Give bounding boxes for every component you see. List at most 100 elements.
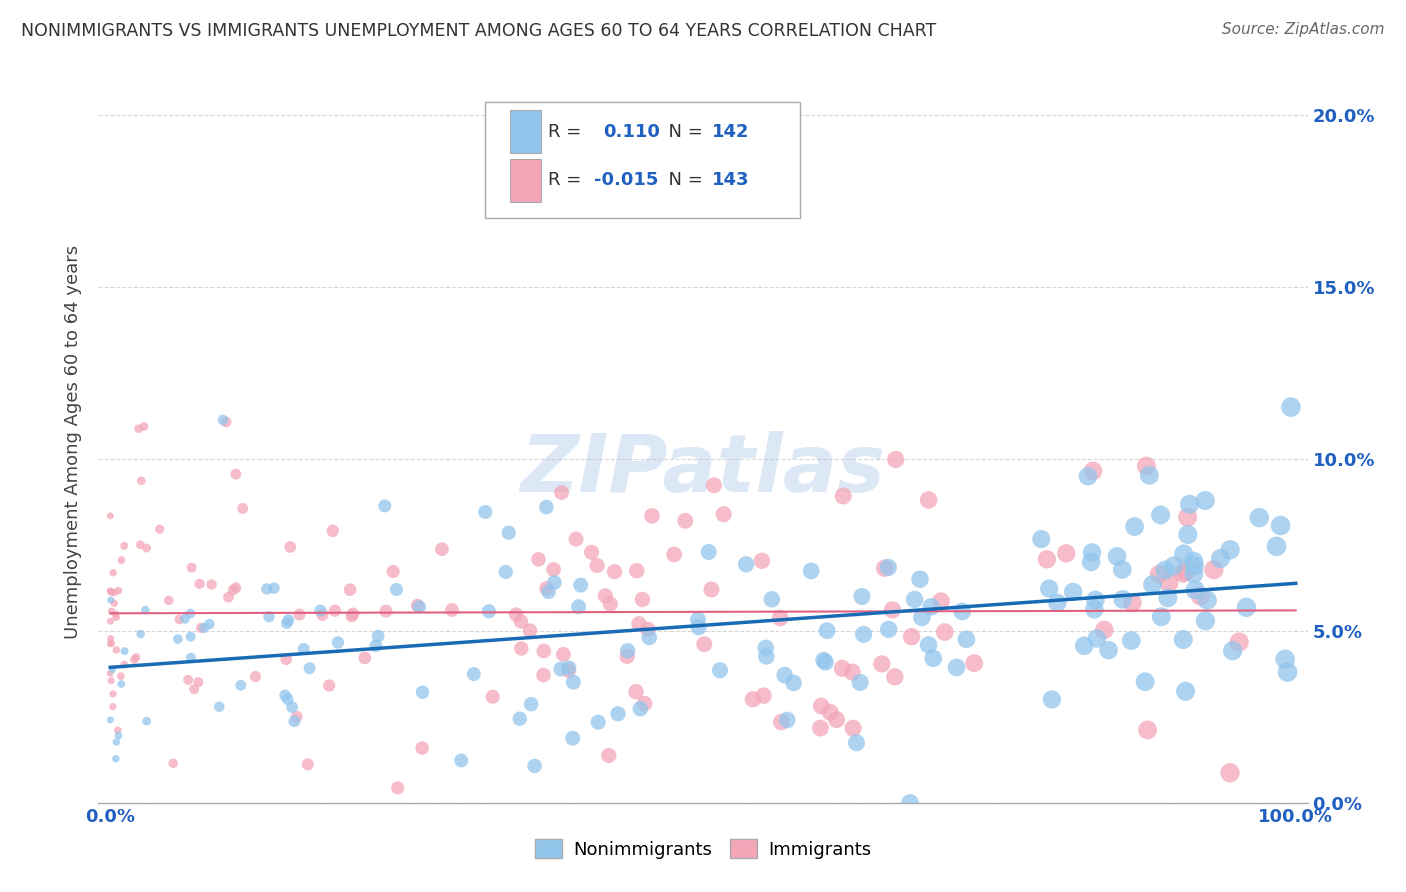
Nonimmigrants xyxy=(877,623,900,637)
Nonimmigrants xyxy=(550,662,572,676)
Nonimmigrants xyxy=(1173,632,1195,647)
Immigrants xyxy=(100,636,122,650)
Nonimmigrants xyxy=(877,560,900,574)
Immigrants xyxy=(929,594,952,608)
Nonimmigrants xyxy=(292,641,315,656)
Nonimmigrants xyxy=(495,565,517,579)
Nonimmigrants xyxy=(1174,684,1197,698)
Immigrants xyxy=(222,582,245,597)
Nonimmigrants xyxy=(849,675,872,690)
Immigrants xyxy=(149,522,172,536)
Nonimmigrants xyxy=(1277,665,1299,679)
Immigrants xyxy=(128,422,150,436)
Nonimmigrants xyxy=(110,677,132,691)
Immigrants xyxy=(527,552,550,566)
Nonimmigrants xyxy=(607,706,630,721)
Immigrants xyxy=(586,558,609,573)
Nonimmigrants xyxy=(1133,674,1156,689)
FancyBboxPatch shape xyxy=(509,111,541,153)
Immigrants xyxy=(100,584,122,599)
Nonimmigrants xyxy=(129,627,152,641)
Nonimmigrants xyxy=(561,731,583,746)
Immigrants xyxy=(162,756,184,771)
Nonimmigrants xyxy=(463,667,485,681)
Text: NONIMMIGRANTS VS IMMIGRANTS UNEMPLOYMENT AMONG AGES 60 TO 64 YEARS CORRELATION C: NONIMMIGRANTS VS IMMIGRANTS UNEMPLOYMENT… xyxy=(21,22,936,40)
Immigrants xyxy=(285,709,308,723)
Nonimmigrants xyxy=(1163,558,1185,573)
Nonimmigrants xyxy=(920,599,942,614)
Nonimmigrants xyxy=(851,590,873,604)
Immigrants xyxy=(225,581,247,595)
Nonimmigrants xyxy=(586,715,609,730)
Immigrants xyxy=(637,623,659,637)
Immigrants xyxy=(599,597,621,611)
Nonimmigrants xyxy=(1097,643,1119,657)
Immigrants xyxy=(882,603,904,617)
Nonimmigrants xyxy=(845,736,868,750)
Immigrants xyxy=(100,632,122,646)
Immigrants xyxy=(616,649,638,664)
Nonimmigrants xyxy=(903,592,925,607)
Nonimmigrants xyxy=(134,603,156,617)
Immigrants xyxy=(510,641,533,656)
Immigrants xyxy=(104,607,127,621)
Nonimmigrants xyxy=(1178,497,1201,511)
Nonimmigrants xyxy=(263,581,285,595)
Immigrants xyxy=(565,532,588,546)
Immigrants xyxy=(297,757,319,772)
Immigrants xyxy=(1189,589,1212,603)
Immigrants xyxy=(180,560,202,574)
Immigrants xyxy=(884,452,907,467)
Nonimmigrants xyxy=(697,545,720,559)
Nonimmigrants xyxy=(520,697,543,711)
Text: 0.110: 0.110 xyxy=(603,123,659,141)
Immigrants xyxy=(553,648,575,662)
Immigrants xyxy=(1036,552,1059,566)
Immigrants xyxy=(232,501,254,516)
Nonimmigrants xyxy=(1182,566,1205,581)
Nonimmigrants xyxy=(755,649,778,664)
Immigrants xyxy=(641,508,664,523)
Nonimmigrants xyxy=(326,635,349,649)
Immigrants xyxy=(105,643,128,657)
Nonimmigrants xyxy=(1137,468,1160,483)
Text: 142: 142 xyxy=(711,123,749,141)
Nonimmigrants xyxy=(800,564,823,578)
Nonimmigrants xyxy=(1177,527,1199,541)
Nonimmigrants xyxy=(277,692,299,706)
Nonimmigrants xyxy=(1081,545,1104,559)
Immigrants xyxy=(129,474,152,488)
Text: R =: R = xyxy=(548,123,593,141)
Nonimmigrants xyxy=(1085,632,1108,646)
Immigrants xyxy=(318,679,340,693)
Immigrants xyxy=(873,561,896,575)
Nonimmigrants xyxy=(1249,510,1271,524)
Nonimmigrants xyxy=(1142,577,1164,591)
FancyBboxPatch shape xyxy=(485,102,800,218)
FancyBboxPatch shape xyxy=(509,159,541,202)
Nonimmigrants xyxy=(814,655,837,669)
Immigrants xyxy=(100,585,122,599)
Y-axis label: Unemployment Among Ages 60 to 64 years: Unemployment Among Ages 60 to 64 years xyxy=(63,244,82,639)
Immigrants xyxy=(1081,464,1104,478)
Immigrants xyxy=(101,699,124,714)
Immigrants xyxy=(832,489,855,503)
Immigrants xyxy=(288,607,311,622)
Nonimmigrants xyxy=(208,699,231,714)
Immigrants xyxy=(519,624,541,638)
Immigrants xyxy=(631,592,654,607)
Immigrants xyxy=(1054,546,1077,560)
Immigrants xyxy=(770,714,793,729)
Immigrants xyxy=(353,651,375,665)
Nonimmigrants xyxy=(1038,582,1060,596)
Immigrants xyxy=(820,706,842,720)
Immigrants xyxy=(1136,723,1159,737)
Nonimmigrants xyxy=(1194,493,1216,508)
Nonimmigrants xyxy=(686,613,709,627)
Nonimmigrants xyxy=(167,632,190,646)
Immigrants xyxy=(713,507,735,521)
Nonimmigrants xyxy=(773,668,796,682)
Immigrants xyxy=(598,748,620,763)
Nonimmigrants xyxy=(782,676,804,690)
Immigrants xyxy=(751,554,773,568)
